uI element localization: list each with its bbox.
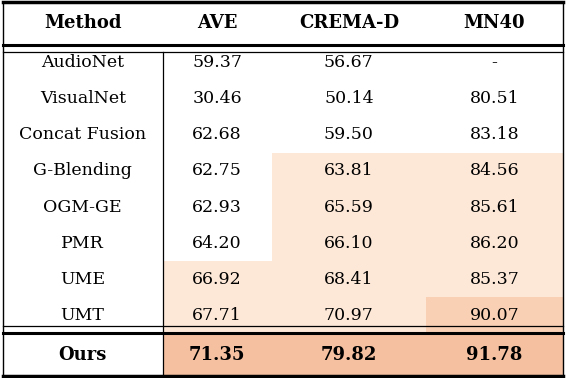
Bar: [426, 81, 563, 117]
Text: 85.37: 85.37: [470, 271, 520, 288]
Bar: [426, 297, 563, 333]
Text: OGM-GE: OGM-GE: [44, 198, 122, 215]
Text: 84.56: 84.56: [470, 163, 520, 180]
Text: 66.10: 66.10: [324, 234, 374, 251]
Text: 65.59: 65.59: [324, 198, 374, 215]
Text: 62.93: 62.93: [192, 198, 242, 215]
Text: -: -: [492, 54, 498, 71]
Bar: [162, 333, 272, 376]
Bar: [272, 81, 426, 117]
Bar: [426, 261, 563, 297]
Bar: [3, 2, 162, 45]
Bar: [162, 81, 272, 117]
Bar: [162, 153, 272, 189]
Text: Method: Method: [44, 14, 122, 33]
Text: 70.97: 70.97: [324, 307, 374, 324]
Text: 59.37: 59.37: [192, 54, 242, 71]
Bar: [272, 2, 426, 45]
Bar: [272, 333, 426, 376]
Text: 68.41: 68.41: [324, 271, 374, 288]
Bar: [162, 225, 272, 261]
Text: AVE: AVE: [197, 14, 237, 33]
Text: 71.35: 71.35: [189, 345, 246, 364]
Text: UME: UME: [60, 271, 105, 288]
Text: 56.67: 56.67: [324, 54, 374, 71]
Bar: [272, 189, 426, 225]
Text: 67.71: 67.71: [192, 307, 242, 324]
Bar: [3, 153, 162, 189]
Text: CREMA-D: CREMA-D: [299, 14, 399, 33]
Bar: [272, 297, 426, 333]
Bar: [162, 189, 272, 225]
Bar: [162, 297, 272, 333]
Bar: [3, 189, 162, 225]
Text: 91.78: 91.78: [466, 345, 523, 364]
Bar: [162, 261, 272, 297]
Text: 59.50: 59.50: [324, 127, 374, 144]
Text: 86.20: 86.20: [470, 234, 520, 251]
Text: 30.46: 30.46: [192, 90, 242, 107]
Text: 62.68: 62.68: [192, 127, 242, 144]
Text: 62.75: 62.75: [192, 163, 242, 180]
Bar: [162, 117, 272, 153]
Bar: [426, 117, 563, 153]
Bar: [3, 297, 162, 333]
Text: AudioNet: AudioNet: [41, 54, 124, 71]
Text: 50.14: 50.14: [324, 90, 374, 107]
Bar: [162, 2, 272, 45]
Text: 66.92: 66.92: [192, 271, 242, 288]
Text: 63.81: 63.81: [324, 163, 374, 180]
Text: 79.82: 79.82: [321, 345, 377, 364]
Bar: [426, 45, 563, 81]
Bar: [426, 2, 563, 45]
Bar: [272, 261, 426, 297]
Text: 64.20: 64.20: [192, 234, 242, 251]
Bar: [426, 333, 563, 376]
Bar: [3, 225, 162, 261]
Bar: [426, 189, 563, 225]
Bar: [272, 225, 426, 261]
Bar: [426, 225, 563, 261]
Bar: [162, 45, 272, 81]
Text: G-Blending: G-Blending: [33, 163, 132, 180]
Bar: [272, 153, 426, 189]
Bar: [272, 117, 426, 153]
Bar: [426, 153, 563, 189]
Text: Ours: Ours: [58, 345, 107, 364]
Bar: [3, 45, 162, 81]
Bar: [272, 45, 426, 81]
Bar: [3, 117, 162, 153]
Text: PMR: PMR: [61, 234, 104, 251]
Bar: [3, 333, 162, 376]
Text: UMT: UMT: [61, 307, 105, 324]
Bar: [3, 81, 162, 117]
Text: VisualNet: VisualNet: [40, 90, 126, 107]
Text: 85.61: 85.61: [470, 198, 520, 215]
Text: 90.07: 90.07: [470, 307, 520, 324]
Text: 83.18: 83.18: [470, 127, 520, 144]
Text: Concat Fusion: Concat Fusion: [19, 127, 146, 144]
Text: MN40: MN40: [464, 14, 525, 33]
Bar: [3, 261, 162, 297]
Text: 80.51: 80.51: [470, 90, 520, 107]
